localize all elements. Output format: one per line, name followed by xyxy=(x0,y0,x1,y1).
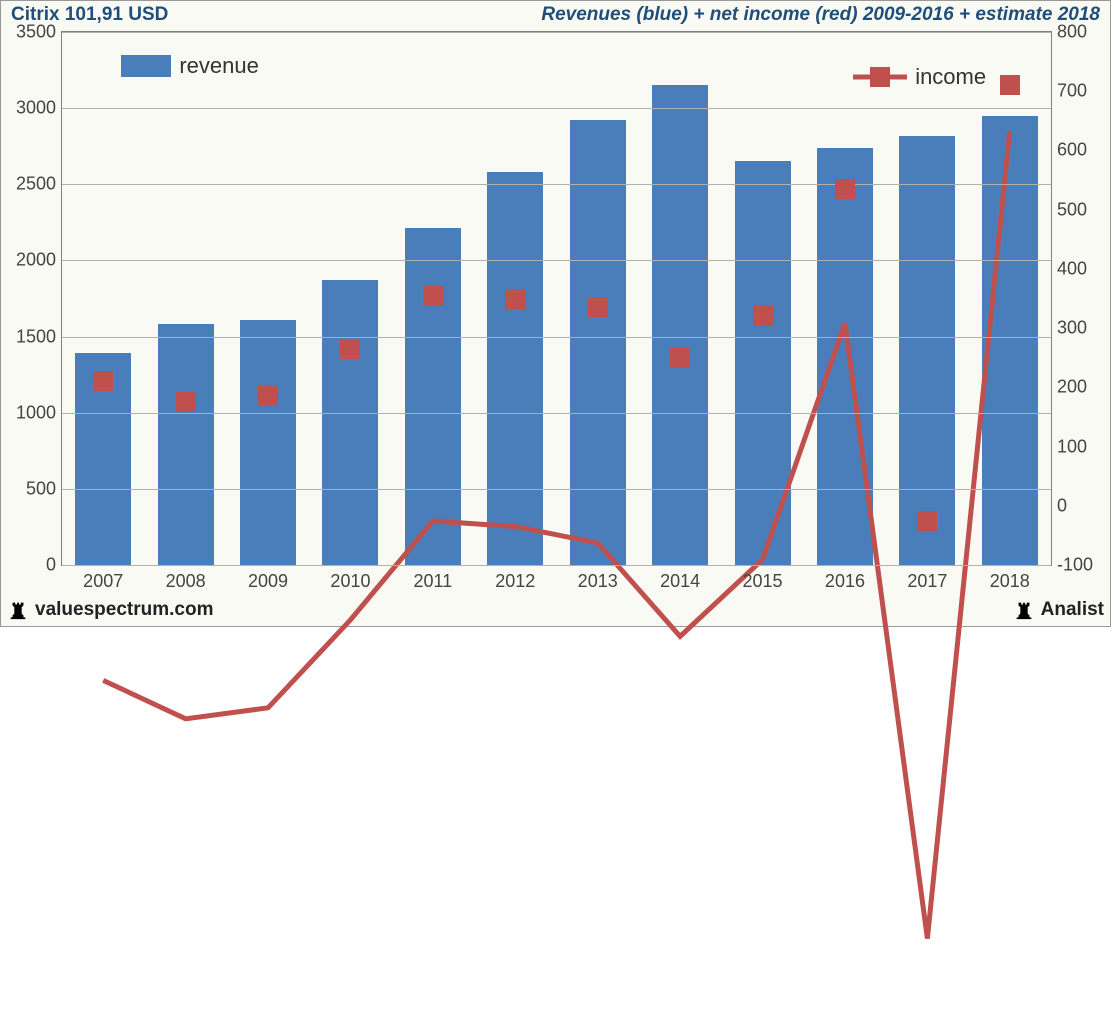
bar xyxy=(982,116,1038,565)
income-marker xyxy=(505,289,525,309)
gridline xyxy=(62,489,1051,490)
rook-icon xyxy=(1013,599,1035,621)
income-marker xyxy=(258,386,278,406)
gridline xyxy=(62,260,1051,261)
income-marker xyxy=(176,392,196,412)
footer-left-text: valuespectrum.com xyxy=(35,599,213,621)
bar xyxy=(735,161,791,565)
gridline xyxy=(62,337,1051,338)
ytick-right: 400 xyxy=(1057,258,1087,279)
legend-income-label: income xyxy=(915,64,986,90)
xtick: 2016 xyxy=(825,571,865,592)
footer-left: valuespectrum.com xyxy=(7,599,213,621)
income-marker xyxy=(753,306,773,326)
rook-icon xyxy=(7,599,29,621)
gridline xyxy=(62,32,1051,33)
ytick-right: 700 xyxy=(1057,81,1087,102)
footer-right: Analist xyxy=(1013,599,1104,621)
title-right: Revenues (blue) + net income (red) 2009-… xyxy=(541,4,1100,26)
legend-revenue-label: revenue xyxy=(179,53,259,79)
xtick: 2009 xyxy=(248,571,288,592)
ytick-left: 1000 xyxy=(16,402,56,423)
header: Citrix 101,91 USD Revenues (blue) + net … xyxy=(1,1,1110,29)
xtick: 2014 xyxy=(660,571,700,592)
ytick-left: 2500 xyxy=(16,174,56,195)
footer: valuespectrum.com Analist xyxy=(1,596,1110,626)
ytick-left: 0 xyxy=(46,555,56,576)
legend-revenue: revenue xyxy=(121,53,259,79)
gridline xyxy=(62,108,1051,109)
xtick: 2013 xyxy=(578,571,618,592)
bars-layer xyxy=(62,32,1051,565)
income-marker xyxy=(340,339,360,359)
ytick-right: 0 xyxy=(1057,495,1067,516)
gridline xyxy=(62,413,1051,414)
xtick: 2007 xyxy=(83,571,123,592)
ytick-right: 100 xyxy=(1057,436,1087,457)
bar xyxy=(240,320,296,565)
bar xyxy=(405,228,461,565)
legend-income-swatch xyxy=(853,66,907,88)
income-marker xyxy=(588,297,608,317)
ytick-right: 300 xyxy=(1057,318,1087,339)
bar xyxy=(899,136,955,565)
income-marker xyxy=(1000,75,1020,95)
income-marker xyxy=(670,348,690,368)
chart-frame: Citrix 101,91 USD Revenues (blue) + net … xyxy=(0,0,1111,627)
footer-right-text: Analist xyxy=(1041,599,1104,621)
xtick: 2017 xyxy=(907,571,947,592)
ytick-right: 200 xyxy=(1057,377,1087,398)
ytick-right: -100 xyxy=(1057,555,1093,576)
xtick: 2011 xyxy=(414,571,453,592)
ytick-left: 3000 xyxy=(16,98,56,119)
ytick-right: 800 xyxy=(1057,22,1087,43)
xtick: 2015 xyxy=(743,571,783,592)
bar xyxy=(817,148,873,565)
ytick-left: 500 xyxy=(26,478,56,499)
xtick: 2012 xyxy=(495,571,535,592)
gridline xyxy=(62,184,1051,185)
income-marker xyxy=(917,511,937,531)
legend-revenue-swatch xyxy=(121,55,171,77)
bar xyxy=(487,172,543,565)
xtick: 2010 xyxy=(330,571,370,592)
bar xyxy=(158,324,214,565)
bar xyxy=(322,280,378,565)
ytick-right: 500 xyxy=(1057,199,1087,220)
ytick-left: 2000 xyxy=(16,250,56,271)
ytick-left: 3500 xyxy=(16,22,56,43)
legend-income: income xyxy=(853,64,986,90)
plot-area: revenue income 0500100015002000250030003… xyxy=(61,31,1052,566)
xtick: 2008 xyxy=(166,571,206,592)
xtick: 2018 xyxy=(990,571,1030,592)
income-marker xyxy=(835,179,855,199)
ytick-right: 600 xyxy=(1057,140,1087,161)
income-marker xyxy=(93,371,113,391)
bar xyxy=(652,85,708,565)
gridline xyxy=(62,565,1051,566)
income-marker xyxy=(423,286,443,306)
bar xyxy=(570,120,626,565)
ytick-left: 1500 xyxy=(16,326,56,347)
